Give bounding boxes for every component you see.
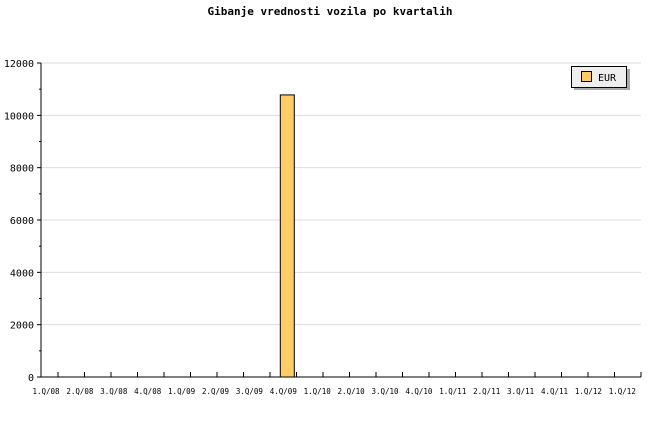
x-tick-label: 3.Q/09 <box>236 387 263 396</box>
chart-title: Gibanje vrednosti vozila po kvartalih <box>207 5 452 18</box>
x-tick-label: 3.Q/11 <box>507 387 534 396</box>
x-tick-label: 4.Q/09 <box>270 387 297 396</box>
legend-swatch <box>581 71 592 82</box>
y-tick-label: 0 <box>28 373 34 384</box>
x-tick-label: 2.Q/09 <box>202 387 229 396</box>
x-tick-label: 2.Q/11 <box>473 387 500 396</box>
x-tick-label: 2.Q/08 <box>66 387 94 396</box>
x-tick-label: 1.Q/11 <box>439 387 466 396</box>
x-tick-label: 3.Q/10 <box>371 387 399 396</box>
y-tick-label: 8000 <box>10 164 34 175</box>
y-tick-label: 12000 <box>4 59 34 70</box>
x-tick-label: 1.Q/12 <box>575 387 602 396</box>
legend-label: EUR <box>598 73 617 84</box>
y-tick-label: 4000 <box>10 268 34 279</box>
x-tick-label: 1.Q/12 <box>609 387 636 396</box>
x-tick-label: 4.Q/11 <box>541 387 568 396</box>
bar <box>279 94 295 378</box>
x-tick-label: 1.Q/08 <box>32 387 60 396</box>
x-tick-label: 4.Q/10 <box>405 387 433 396</box>
x-tick-label: 2.Q/10 <box>338 387 366 396</box>
y-tick-label: 10000 <box>4 111 34 122</box>
x-tick-label: 1.Q/10 <box>304 387 332 396</box>
x-tick-label: 1.Q/09 <box>168 387 195 396</box>
y-tick-label: 2000 <box>10 321 34 332</box>
y-tick-label: 6000 <box>10 216 34 227</box>
x-tick-label: 3.Q/08 <box>100 387 128 396</box>
x-tick-label: 4.Q/08 <box>134 387 162 396</box>
